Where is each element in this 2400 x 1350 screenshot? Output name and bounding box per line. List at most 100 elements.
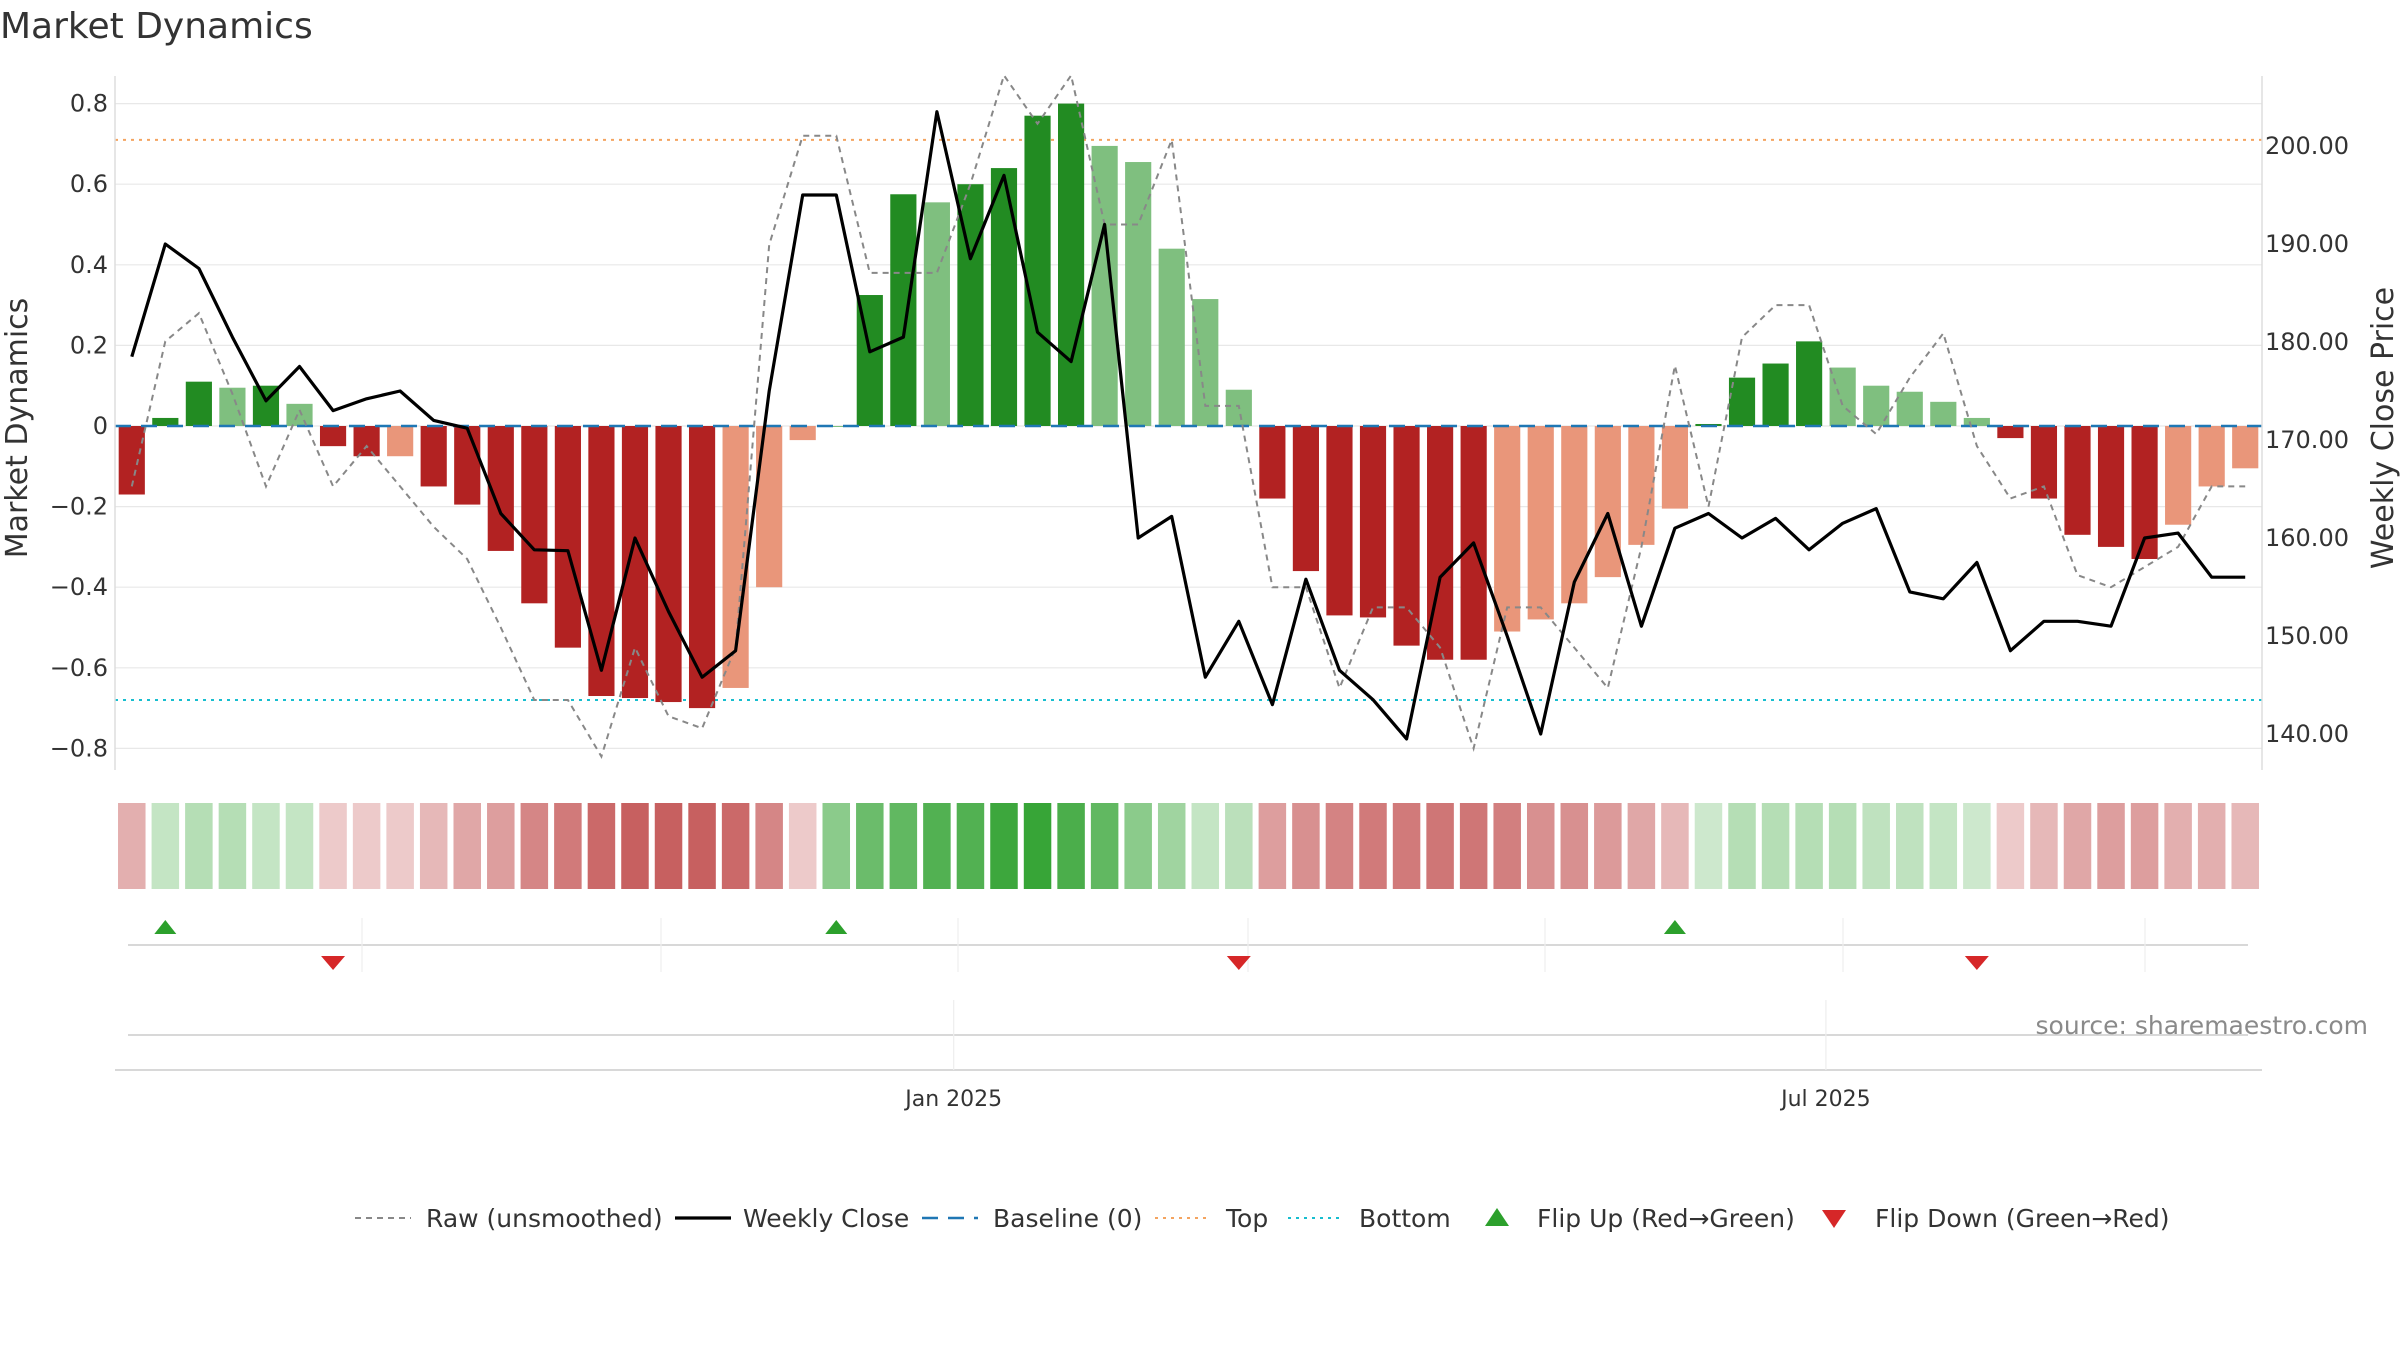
heat-strip-cell <box>1661 803 1689 889</box>
heat-strip-cell <box>218 803 247 889</box>
legend-label: Weekly Close <box>743 1204 909 1233</box>
source-label: source: sharemaestro.com <box>2036 1011 2369 1040</box>
legend-label: Bottom <box>1359 1204 1451 1233</box>
heat-strip-cell <box>688 803 716 889</box>
raw-unsmoothed-line <box>130 72 2246 759</box>
left-tick-label: −0.8 <box>50 734 108 762</box>
legend: Raw (unsmoothed) Weekly Close Baseline (0)… <box>355 1204 2170 1233</box>
bar <box>185 381 212 426</box>
bar <box>1292 426 1319 572</box>
right-tick-label: 180.00 <box>2265 328 2349 356</box>
legend-label: Baseline (0) <box>993 1204 1142 1233</box>
heat-strip-cell <box>1124 803 1152 889</box>
bar <box>1661 426 1689 509</box>
flip-down-marker <box>1226 956 1251 970</box>
left-tick-label: 0.2 <box>70 331 108 359</box>
heat-strip-cell <box>1258 803 1287 889</box>
heat-strip-cell <box>1594 803 1622 889</box>
heat-strip-cell <box>923 803 951 889</box>
flip-up-marker <box>825 920 848 934</box>
heat-strip-cell <box>1627 803 1656 889</box>
heat-strip-cell <box>1996 803 2025 889</box>
right-tick-label: 140.00 <box>2265 720 2349 748</box>
heat-strip-cell <box>1896 803 1924 889</box>
bar <box>621 426 649 699</box>
y-axis-label-right: Weekly Close Price <box>2366 287 2400 569</box>
bar <box>2064 426 2091 535</box>
bar <box>387 426 414 457</box>
heat-strip-cell <box>956 803 985 889</box>
heat-strip-cell <box>822 803 851 889</box>
bar <box>1259 426 1286 499</box>
bar <box>923 202 950 426</box>
red-triangle-down-icon <box>1822 1210 1846 1228</box>
bar <box>1896 391 1923 426</box>
bar <box>420 426 447 487</box>
heat-strip-cell <box>2030 803 2058 889</box>
heat-strip-cell <box>1057 803 1085 889</box>
left-tick-label: −0.6 <box>50 654 108 682</box>
left-tick-label: −0.2 <box>50 493 108 521</box>
heat-strip-cell <box>1526 803 1555 889</box>
heat-strip-cell <box>1090 803 1119 889</box>
heat-strip-cell <box>319 803 347 889</box>
bar <box>1997 426 2024 439</box>
bar <box>319 426 347 447</box>
heat-strip-cell <box>1459 803 1488 889</box>
bar <box>1158 248 1185 426</box>
flip-down-marker <box>321 956 346 970</box>
right-tick-label: 160.00 <box>2265 524 2349 552</box>
bar <box>454 426 481 505</box>
bar <box>588 426 615 697</box>
heat-strip-cell <box>1191 803 1220 889</box>
heat-strip-cell <box>2097 803 2125 889</box>
bar <box>823 426 850 427</box>
bar-series <box>118 103 2259 709</box>
bar <box>1628 426 1655 545</box>
left-tick-label: 0 <box>93 412 108 440</box>
bar <box>1796 341 1823 426</box>
flip-up-marker <box>154 920 177 934</box>
bar <box>990 168 1018 426</box>
bar <box>2097 426 2125 547</box>
bar <box>286 403 313 426</box>
green-triangle-up-icon <box>1485 1208 1509 1226</box>
heat-strip-cell <box>252 803 280 889</box>
bar <box>1561 426 1588 604</box>
heat-strip-cell <box>1862 803 1890 889</box>
heat-strip-cell <box>990 803 1018 889</box>
left-tick-label: 0.6 <box>70 170 108 198</box>
left-tick-label: 0.8 <box>70 90 108 118</box>
legend-label: Raw (unsmoothed) <box>426 1204 663 1233</box>
right-tick-label: 170.00 <box>2265 426 2349 454</box>
bar <box>1125 162 1152 426</box>
heat-strip-cell <box>1493 803 1521 889</box>
bar <box>2232 426 2259 469</box>
bar <box>1762 363 1789 426</box>
bar <box>1192 299 1219 426</box>
heat-strip-cell <box>1426 803 1454 889</box>
heat-strip-cell <box>2130 803 2159 889</box>
chart-title: Market Dynamics <box>0 6 313 47</box>
heat-strip-cell <box>1359 803 1387 889</box>
heat-strip-cell <box>1929 803 1958 889</box>
bar <box>1326 426 1353 616</box>
axes: 0.8 0.6 0.4 0.2 0 −0.2 −0.4 −0.6 −0.8 200.00 190.0… <box>50 76 2349 770</box>
right-tick-label: 200.00 <box>2265 132 2349 160</box>
bar <box>1024 115 1051 426</box>
heat-strip-cell <box>185 803 213 889</box>
heat-strip-cell <box>788 803 817 889</box>
heat-strip-cell <box>386 803 414 889</box>
legend-label: Flip Up (Red→Green) <box>1537 1204 1795 1233</box>
weekly-close-line <box>130 110 2246 741</box>
flip-down-marker <box>1964 956 1989 970</box>
heat-strip-cell <box>1325 803 1354 889</box>
heat-strip-cell <box>1225 803 1253 889</box>
date-tick-label: Jan 2025 <box>903 1087 1002 1112</box>
bar <box>353 426 380 457</box>
heat-strip-cell <box>285 803 314 889</box>
heat-strip-cell <box>352 803 381 889</box>
bar <box>1058 103 1085 426</box>
legend-label: Flip Down (Green→Red) <box>1875 1204 2170 1233</box>
heat-strip-cell <box>1292 803 1320 889</box>
